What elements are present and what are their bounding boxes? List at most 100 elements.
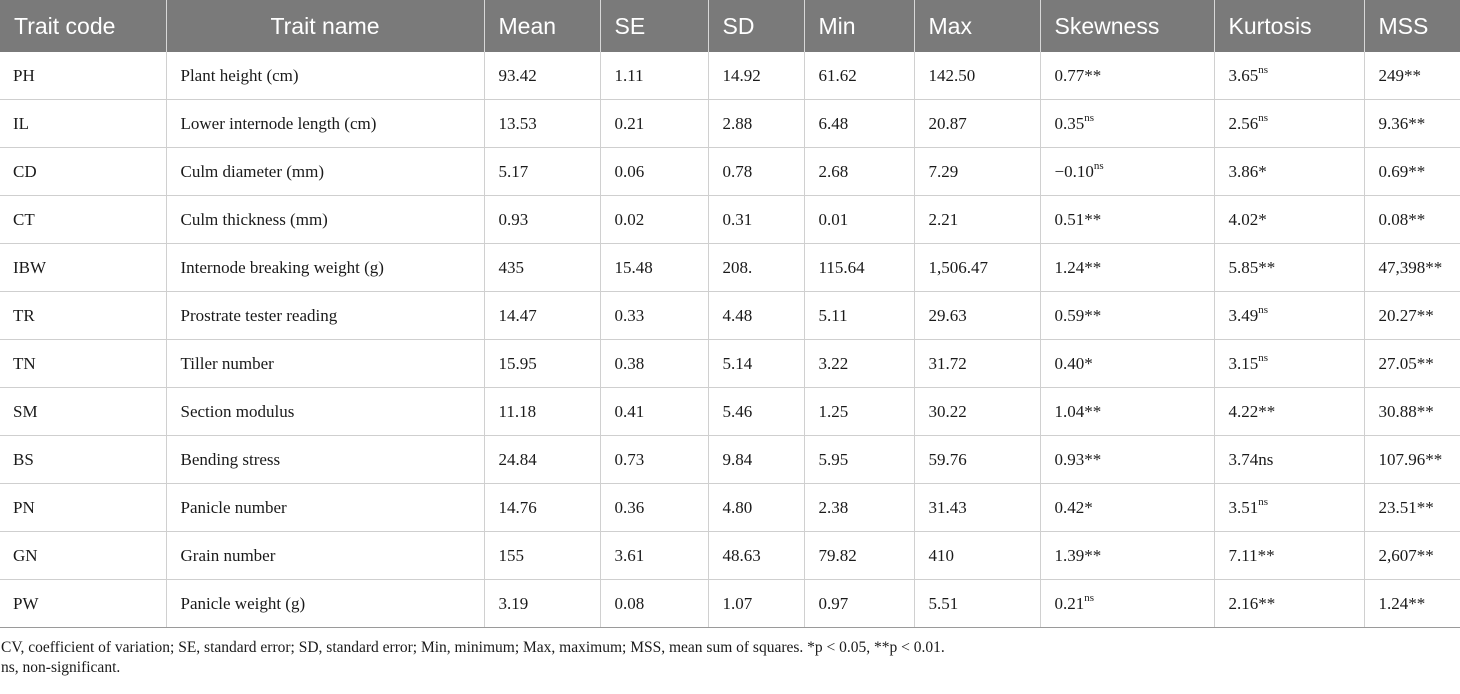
cell-mean-value: 93.42 [498, 65, 537, 85]
cell-kurtosis-value: 2.16 [1228, 593, 1259, 613]
cell-skewness-value: 0.35 [1054, 113, 1085, 133]
cell-skewness-significance: * [1084, 353, 1093, 373]
cell-se: 0.08 [599, 579, 708, 628]
cell-se: 0.41 [599, 387, 708, 436]
cell-trait-code: PH [0, 52, 166, 100]
cell-trait-name: Culm thickness (mm) [165, 195, 484, 244]
cell-kurtosis: 3.49ns [1213, 291, 1364, 340]
cell-mss: 30.88** [1363, 387, 1460, 436]
cell-max-value: 20.87 [928, 113, 967, 133]
table-header: Trait code Trait name Mean SE SD Min Max… [0, 0, 1460, 52]
cell-mss-significance: ** [1408, 113, 1426, 133]
cell-trait-name: Panicle number [165, 483, 484, 532]
cell-min-value: 0.01 [818, 209, 849, 229]
table-row: GN Grain number 155 3.61 48.63 79.82 410 1.39**… [0, 531, 1460, 580]
table-footnotes: CV, coefficient of variation; SE, standa… [0, 638, 1460, 678]
cell-kurtosis-significance: ** [1257, 545, 1275, 565]
cell-max: 410 [913, 531, 1040, 580]
cell-min: 5.95 [803, 435, 914, 484]
cell-skewness-significance: ** [1084, 209, 1102, 229]
cell-kurtosis-significance-superscript: ns [1258, 495, 1269, 508]
cell-trait-name: Tiller number [165, 339, 484, 388]
cell-mss-significance: ** [1404, 65, 1421, 85]
cell-sd-value: 48.63 [722, 545, 761, 565]
cell-kurtosis-significance: ** [1258, 401, 1276, 421]
cell-trait-name: Culm diameter (mm) [165, 147, 484, 196]
cell-mean: 0.93 [483, 195, 600, 244]
cell-trait-code: PN [0, 483, 166, 532]
cell-skewness: 0.21ns [1039, 579, 1214, 628]
cell-mss: 0.08** [1363, 195, 1460, 244]
cell-mss: 0.69** [1363, 147, 1460, 196]
cell-se-value: 3.61 [614, 545, 645, 565]
cell-mss-value: 9.36 [1378, 113, 1409, 133]
cell-max-value: 30.22 [928, 401, 967, 421]
cell-trait-code: CD [0, 147, 166, 196]
cell-min: 3.22 [803, 339, 914, 388]
cell-skewness-value: 1.24 [1054, 257, 1085, 277]
cell-max-value: 59.76 [928, 449, 967, 469]
cell-mss-significance: ** [1416, 305, 1434, 325]
cell-trait-name: Grain number [165, 531, 484, 580]
trait-statistics-table: Trait code Trait name Mean SE SD Min Max… [0, 0, 1460, 628]
cell-skewness-value: −0.10 [1054, 161, 1094, 181]
cell-trait-name-value: Culm thickness (mm) [180, 209, 328, 229]
cell-sd-value: 0.31 [722, 209, 753, 229]
cell-sd: 14.92 [707, 52, 804, 100]
cell-max: 20.87 [913, 99, 1040, 148]
table-row: PN Panicle number 14.76 0.36 4.80 2.38 31.43 0.… [0, 483, 1460, 532]
cell-kurtosis: 5.85** [1213, 243, 1364, 292]
cell-mss-value: 0.08 [1378, 209, 1409, 229]
cell-sd-value: 1.07 [722, 593, 753, 613]
header-row: Trait code Trait name Mean SE SD Min Max… [0, 0, 1460, 52]
header-sd: SD [707, 0, 804, 52]
table-row: IL Lower internode length (cm) 13.53 0.21 2.… [0, 99, 1460, 148]
cell-sd: 2.88 [707, 99, 804, 148]
cell-trait-code: SM [0, 387, 166, 436]
cell-min-value: 6.48 [818, 113, 849, 133]
cell-max: 7.29 [913, 147, 1040, 196]
cell-se-value: 15.48 [614, 257, 653, 277]
cell-kurtosis: 3.74ns [1213, 435, 1364, 484]
cell-sd: 48.63 [707, 531, 804, 580]
cell-se-value: 0.33 [614, 305, 645, 325]
cell-mss-value: 249 [1378, 65, 1405, 85]
table-body: PH Plant height (cm) 93.42 1.11 14.92 61.62 14… [0, 52, 1460, 628]
cell-sd: 9.84 [707, 435, 804, 484]
cell-skewness-value: 0.21 [1054, 593, 1085, 613]
cell-min-value: 2.38 [818, 497, 849, 517]
cell-skewness-significance-superscript: ns [1084, 111, 1095, 124]
cell-sd: 4.80 [707, 483, 804, 532]
cell-trait-name-value: Tiller number [180, 353, 274, 373]
cell-skewness-significance: ** [1084, 545, 1102, 565]
cell-trait-code: TN [0, 339, 166, 388]
cell-mss-value: 107.96 [1378, 449, 1426, 469]
cell-mss: 47,398** [1363, 243, 1460, 292]
cell-max: 2.21 [913, 195, 1040, 244]
cell-trait-name: Panicle weight (g) [165, 579, 484, 628]
cell-mean: 5.17 [483, 147, 600, 196]
cell-min: 115.64 [803, 243, 914, 292]
cell-mean-value: 14.76 [498, 497, 537, 517]
cell-mean: 14.47 [483, 291, 600, 340]
cell-skewness-significance-superscript: ns [1084, 591, 1095, 604]
cell-trait-code-value: TR [13, 305, 35, 325]
cell-mss: 107.96** [1363, 435, 1460, 484]
cell-trait-name: Bending stress [165, 435, 484, 484]
cell-trait-name-value: Lower internode length (cm) [180, 113, 377, 133]
cell-min: 0.01 [803, 195, 914, 244]
cell-max: 31.72 [913, 339, 1040, 388]
cell-trait-name-value: Panicle weight (g) [180, 593, 306, 613]
cell-trait-code-value: PN [13, 497, 35, 517]
cell-se-value: 0.21 [614, 113, 645, 133]
cell-kurtosis: 3.65ns [1213, 52, 1364, 100]
cell-mean-value: 14.47 [498, 305, 537, 325]
header-trait-name: Trait name [165, 0, 484, 52]
cell-skewness-significance: ** [1084, 257, 1102, 277]
cell-kurtosis-value: 5.85 [1228, 257, 1259, 277]
cell-trait-name-value: Plant height (cm) [180, 65, 299, 85]
cell-min-value: 5.95 [818, 449, 849, 469]
cell-mss: 27.05** [1363, 339, 1460, 388]
cell-mss: 2,607** [1363, 531, 1460, 580]
cell-kurtosis-value: 4.22 [1228, 401, 1259, 421]
